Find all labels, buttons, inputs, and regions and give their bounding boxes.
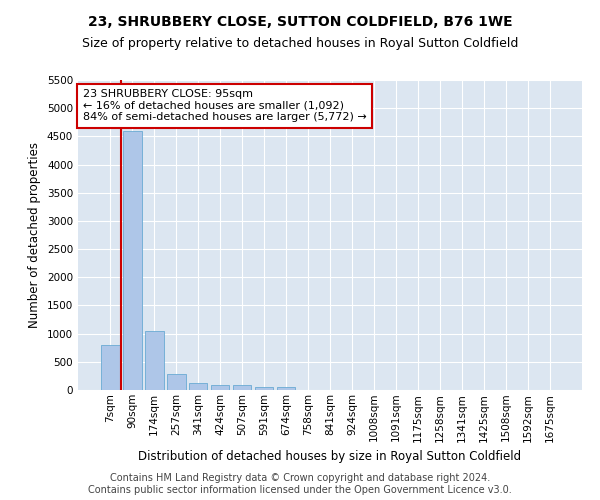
Text: Contains HM Land Registry data © Crown copyright and database right 2024.
Contai: Contains HM Land Registry data © Crown c…	[88, 474, 512, 495]
X-axis label: Distribution of detached houses by size in Royal Sutton Coldfield: Distribution of detached houses by size …	[139, 450, 521, 463]
Bar	[145, 331, 164, 390]
Text: 23, SHRUBBERY CLOSE, SUTTON COLDFIELD, B76 1WE: 23, SHRUBBERY CLOSE, SUTTON COLDFIELD, B…	[88, 15, 512, 29]
Bar	[101, 345, 119, 390]
Bar	[277, 387, 295, 390]
Bar	[211, 386, 229, 390]
Bar	[233, 386, 251, 390]
Bar	[123, 130, 142, 390]
Bar	[189, 382, 208, 390]
Bar	[255, 387, 274, 390]
Bar	[167, 374, 185, 390]
Y-axis label: Number of detached properties: Number of detached properties	[28, 142, 41, 328]
Text: Size of property relative to detached houses in Royal Sutton Coldfield: Size of property relative to detached ho…	[82, 38, 518, 51]
Text: 23 SHRUBBERY CLOSE: 95sqm
← 16% of detached houses are smaller (1,092)
84% of se: 23 SHRUBBERY CLOSE: 95sqm ← 16% of detac…	[83, 90, 367, 122]
